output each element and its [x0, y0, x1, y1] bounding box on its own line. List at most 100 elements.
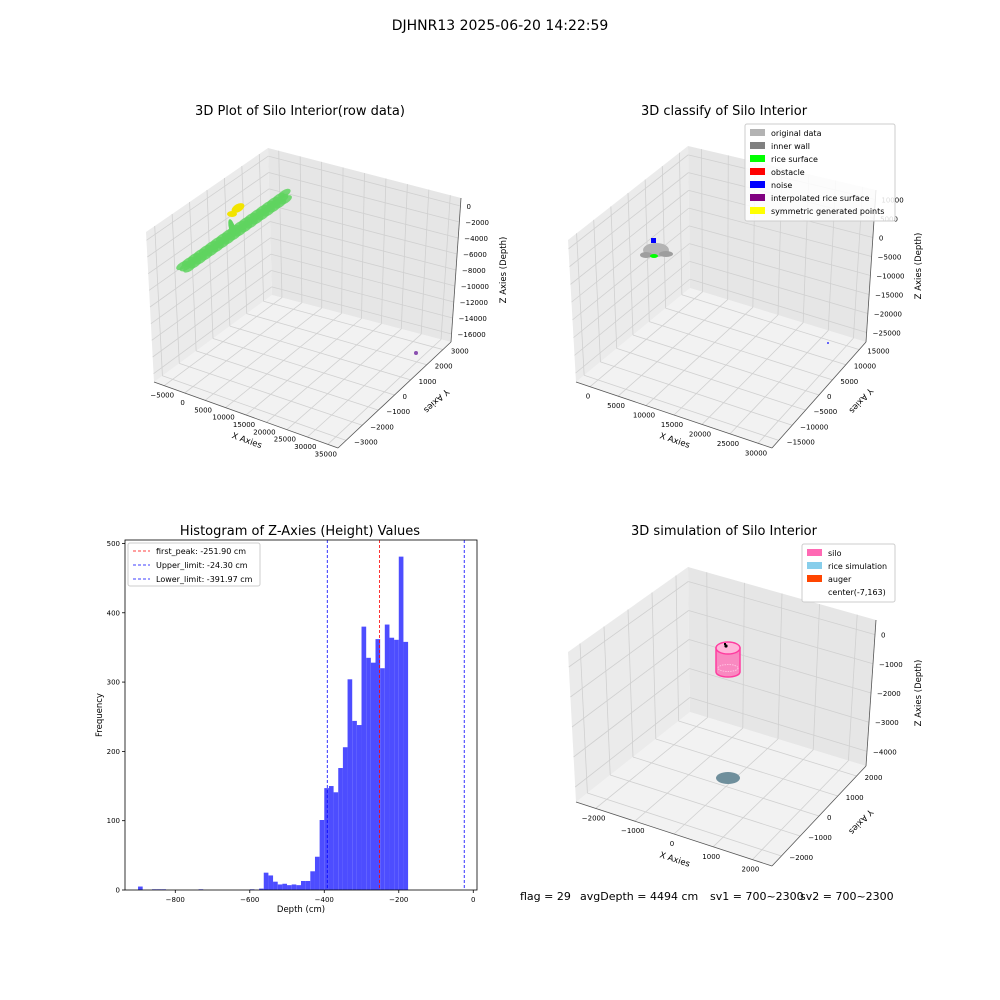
p1-y-tick: 0 — [403, 393, 407, 401]
p4-legend-label: center(-7,163) — [828, 588, 886, 597]
p1-z-grid — [270, 253, 454, 303]
p2-z-grid — [575, 278, 691, 374]
p2-z-tick: −25000 — [873, 330, 901, 338]
p2-z-grid — [689, 225, 871, 276]
p4-y-grid — [587, 792, 782, 857]
p2-y-grid — [610, 206, 618, 349]
p2-y-tick: 10000 — [854, 363, 876, 371]
p3-y-tick: 500 — [107, 540, 120, 548]
p3-y-tick: 100 — [107, 817, 120, 825]
p1-z-grid — [269, 204, 458, 255]
p4-x-tick: 2000 — [741, 866, 759, 874]
p3-y-tick: 0 — [116, 887, 120, 895]
p2-y-tick: 0 — [827, 393, 831, 401]
p1-x-tick: 20000 — [253, 428, 275, 436]
p4-z-grid — [571, 639, 690, 728]
p4-z-tick: −2000 — [877, 690, 901, 698]
p2-z-grid — [689, 278, 867, 333]
p3-histogram-bar — [319, 820, 325, 890]
p2-z-grid — [569, 172, 689, 267]
p4-legend-swatch — [807, 575, 822, 582]
p4-legend-label: silo — [828, 549, 842, 558]
p2-floor-pane — [576, 288, 866, 448]
p3-histogram-bar — [263, 872, 269, 890]
p4-silo-top — [715, 641, 741, 655]
flag-text: flag = 29 — [520, 890, 571, 903]
p4-y-tick: −2000 — [789, 854, 813, 862]
p1-z-grid — [271, 270, 453, 319]
p1-y-grid — [196, 350, 379, 411]
p3-y-tick: 300 — [107, 679, 120, 687]
panel3-title: Histogram of Z-Axies (Height) Values — [179, 524, 421, 539]
p1-z-tick: −12000 — [460, 299, 488, 307]
p4-x-tick: 1000 — [702, 853, 720, 861]
p2-z-grid — [571, 207, 690, 303]
p2-y-grid — [665, 307, 846, 366]
p2-y-axis — [771, 341, 867, 449]
p3-histogram-bar — [301, 880, 306, 890]
p1-z-grid — [268, 155, 461, 207]
p4-z-grid — [573, 668, 690, 758]
p1-y-axis — [337, 341, 452, 449]
p2-x-tick: 0 — [586, 393, 590, 401]
p1-z-tick: −8000 — [462, 267, 486, 275]
p1-surface-point — [279, 195, 292, 205]
p2-legend-swatch — [750, 142, 765, 149]
p4-z-tick: −4000 — [873, 748, 897, 756]
p1-z-tick: −6000 — [463, 251, 487, 259]
p3-histogram-bar — [259, 888, 264, 890]
p1-z-grid — [152, 270, 272, 358]
p2-x-tick: 15000 — [661, 421, 683, 429]
p2-y-grid — [627, 192, 634, 336]
p1-y-tick: −3000 — [354, 438, 378, 446]
p2-y-grid — [679, 152, 683, 295]
p2-z-tick: −5000 — [878, 254, 902, 262]
p4-z-grid — [689, 668, 870, 723]
p1-z-grid — [269, 221, 457, 271]
p2-x-tick: 30000 — [745, 449, 767, 457]
p2-inner-wall — [659, 251, 673, 257]
p2-legend-swatch — [750, 207, 765, 214]
p1-back-pane — [268, 148, 461, 342]
p1-z-tick: −14000 — [459, 315, 487, 323]
p3-histogram-bar — [273, 881, 278, 890]
p1-z-label: Z Axies (Depth) — [499, 237, 509, 304]
p2-legend-label: noise — [771, 181, 792, 190]
p4-z-tick: 0 — [881, 632, 885, 640]
p4-z-label: Z Axies (Depth) — [914, 660, 924, 727]
p1-y-tick: 1000 — [419, 378, 437, 386]
p2-x-grid — [701, 149, 703, 292]
p3-histogram-bar — [328, 786, 334, 890]
p3-x-tick: −200 — [389, 896, 408, 904]
p1-y-grid — [229, 325, 411, 381]
p4-z-grid — [689, 697, 868, 752]
p2-legend-swatch — [750, 194, 765, 201]
p2-x-tick: 5000 — [607, 402, 625, 410]
p1-x-tick: 5000 — [194, 406, 212, 414]
p3-histogram-bar — [366, 657, 371, 890]
p2-y-grid — [649, 321, 833, 381]
p2-legend-label: obstacle — [771, 168, 805, 177]
p1-surface-point — [228, 219, 236, 237]
p1-x-tick: 10000 — [212, 414, 234, 422]
p4-legend-swatch — [807, 549, 822, 556]
p1-z-grid — [149, 221, 271, 308]
p2-z-grid — [689, 260, 868, 314]
p3-histogram-bar — [380, 668, 385, 890]
p4-y-grid — [655, 738, 838, 797]
p2-y-grid — [616, 348, 806, 411]
p1-z-axis — [450, 197, 462, 343]
p3-legend-label: Lower_limit: -391.97 cm — [156, 575, 253, 584]
p2-x-tick: 20000 — [689, 430, 711, 438]
p3-histogram-bar — [356, 725, 362, 890]
p4-x-tick: −2000 — [582, 814, 606, 822]
p4-x-tick: 0 — [670, 840, 674, 848]
p4-center-marker — [724, 644, 728, 648]
p3-histogram-bar — [394, 639, 399, 890]
p4-z-grid — [570, 610, 689, 698]
p1-z-grid — [271, 286, 452, 335]
p3-histogram-bar — [291, 884, 297, 890]
p4-z-grid — [688, 581, 876, 635]
p4-y-axis — [771, 765, 867, 867]
p2-z-grid — [689, 243, 870, 295]
